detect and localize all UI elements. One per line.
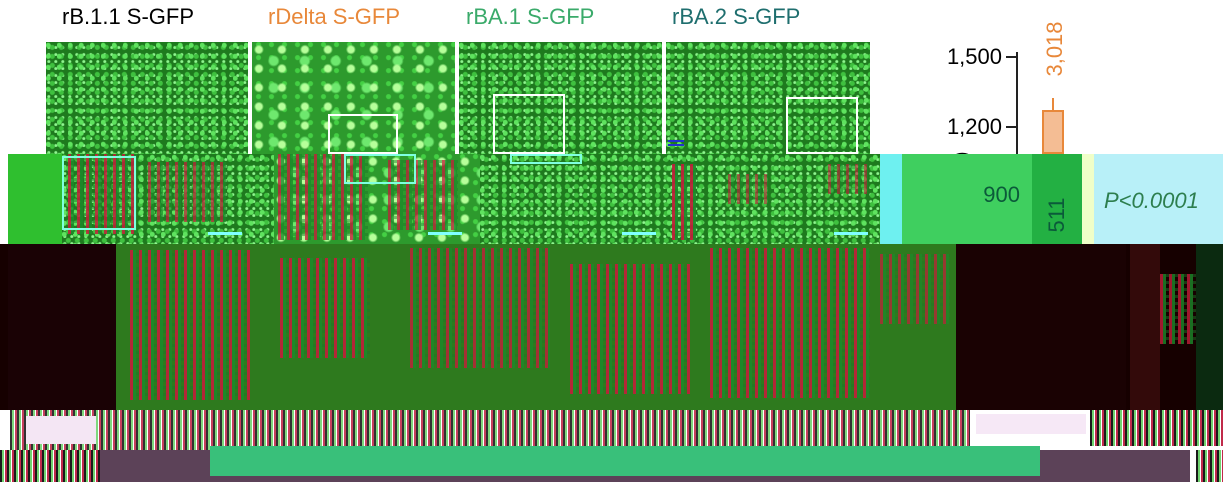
noise-band [0,410,1223,482]
header-rba1: rBA.1 S-GFP [466,4,595,29]
blue-marker [668,138,684,146]
zoom-box [328,114,398,154]
micro-panel-rdelta [252,42,455,154]
bar-value-label: 3,018 [1042,21,1067,77]
error-bar [1052,98,1054,112]
scale-bar [208,232,242,235]
scale-bar [428,232,462,235]
header-rb11: rB.1.1 S-GFP [62,4,195,29]
y-tick-label: 1,500 [946,44,1002,69]
corrupted-band [0,244,1223,410]
micro-panel-rba1 [459,42,662,154]
y-tick-label: 1,200 [946,114,1002,139]
y-tick [1006,56,1016,58]
p-value: P<0.0001 [1104,188,1199,213]
scale-bar [834,232,868,235]
y-axis [1016,52,1018,154]
y-tick-label: 900 [983,182,1020,207]
micro-panel-rb11 [46,42,248,154]
bar-value-label-2: 511 [1044,197,1069,233]
zoom-box [493,94,565,154]
y-tick [1006,126,1016,128]
header-rdelta: rDelta S-GFP [268,4,401,29]
header-rba2: rBA.2 S-GFP [672,4,801,29]
micro-panel-rba2 [666,42,870,154]
zoom-box [344,154,416,184]
zoom-box [62,156,136,230]
zoom-box [510,154,582,164]
bar-chart: 1,500 1,200 area (μm²) 3,018 900 511 P<0… [880,0,1223,255]
zoom-strip [8,154,888,244]
zoom-box [786,97,858,154]
scale-bar [622,232,656,235]
bar [1042,110,1064,154]
